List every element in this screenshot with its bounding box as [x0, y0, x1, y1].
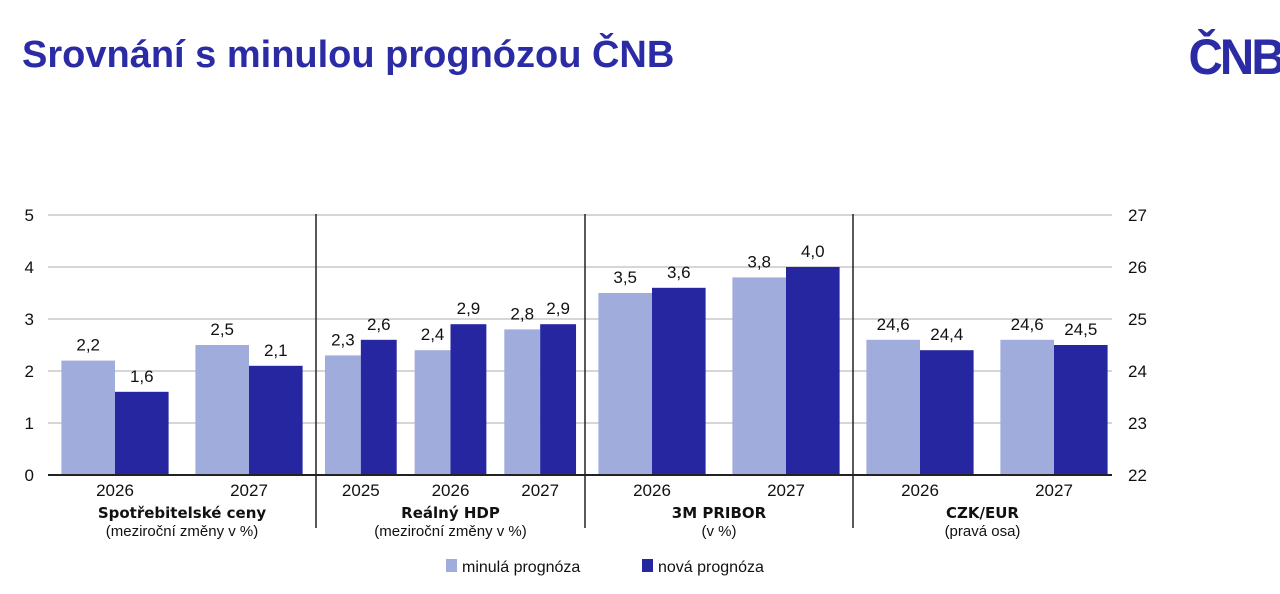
bar-new — [786, 267, 840, 475]
bar-previous — [598, 293, 652, 475]
left-tick-label: 0 — [25, 466, 34, 485]
data-label: 3,8 — [747, 252, 771, 271]
data-label: 1,6 — [130, 367, 154, 386]
data-label: 2,9 — [457, 299, 481, 318]
data-label: 2,4 — [421, 325, 445, 344]
left-tick-label: 1 — [25, 414, 34, 433]
bar-new — [450, 324, 487, 475]
legend-label: nová prognóza — [658, 559, 764, 576]
right-tick-label: 22 — [1128, 466, 1147, 485]
right-tick-label: 26 — [1128, 258, 1147, 277]
bar-new — [249, 365, 303, 475]
left-tick-label: 5 — [25, 206, 34, 225]
section-title: CZK/EUR — [946, 504, 1019, 522]
data-label: 2,5 — [210, 320, 234, 339]
bar-previous — [866, 339, 920, 475]
data-label: 24,6 — [877, 315, 910, 334]
bar-previous — [504, 329, 541, 475]
section-title: Spotřebitelské ceny — [98, 504, 267, 522]
section-title: Reálný HDP — [401, 504, 500, 522]
category-label: 2027 — [767, 481, 805, 500]
category-label: 2026 — [96, 481, 134, 500]
section-subtitle: (v %) — [702, 523, 737, 540]
right-tick-label: 24 — [1128, 362, 1147, 381]
bar-previous — [414, 350, 451, 475]
left-tick-label: 4 — [25, 258, 34, 277]
category-label: 2027 — [230, 481, 268, 500]
page-title: Srovnání s minulou prognózou ČNB — [22, 34, 675, 76]
bar-previous — [732, 277, 786, 475]
category-label: 2026 — [633, 481, 671, 500]
section-title: 3M PRIBOR — [672, 504, 767, 522]
legend-swatch — [446, 559, 457, 572]
category-label: 2027 — [1035, 481, 1073, 500]
data-label: 2,2 — [76, 336, 100, 355]
section-subtitle: (pravá osa) — [945, 523, 1021, 540]
data-label: 24,4 — [930, 325, 963, 344]
bar-previous — [1000, 339, 1054, 475]
bar-previous — [195, 345, 249, 475]
section-subtitle: (meziroční změny v %) — [106, 523, 259, 540]
legend-label: minulá prognóza — [462, 559, 580, 576]
bar-previous — [324, 355, 361, 475]
category-label: 2025 — [342, 481, 380, 500]
data-label: 2,1 — [264, 341, 288, 360]
data-label: 2,3 — [331, 330, 355, 349]
data-label: 2,8 — [510, 304, 534, 323]
data-label: 4,0 — [801, 242, 825, 261]
category-label: 2026 — [901, 481, 939, 500]
data-label: 24,6 — [1011, 315, 1044, 334]
left-tick-label: 2 — [25, 362, 34, 381]
right-tick-label: 27 — [1128, 206, 1147, 225]
legend-swatch — [642, 559, 653, 572]
section-subtitle: (meziroční změny v %) — [374, 523, 527, 540]
bar-new — [540, 324, 577, 475]
category-label: 2026 — [432, 481, 470, 500]
data-label: 2,6 — [367, 315, 391, 334]
data-label: 24,5 — [1064, 320, 1097, 339]
category-label: 2027 — [521, 481, 559, 500]
bar-previous — [61, 360, 115, 475]
left-tick-label: 3 — [25, 310, 34, 329]
right-tick-label: 23 — [1128, 414, 1147, 433]
bar-new — [652, 287, 706, 475]
data-label: 3,5 — [613, 268, 637, 287]
right-tick-label: 25 — [1128, 310, 1147, 329]
bar-new — [360, 339, 397, 475]
cnb-logo: ČNB — [1188, 29, 1280, 85]
data-label: 2,9 — [546, 299, 570, 318]
bar-new — [920, 350, 974, 475]
bar-new — [115, 391, 169, 475]
data-label: 3,6 — [667, 263, 691, 282]
bar-new — [1054, 345, 1108, 475]
